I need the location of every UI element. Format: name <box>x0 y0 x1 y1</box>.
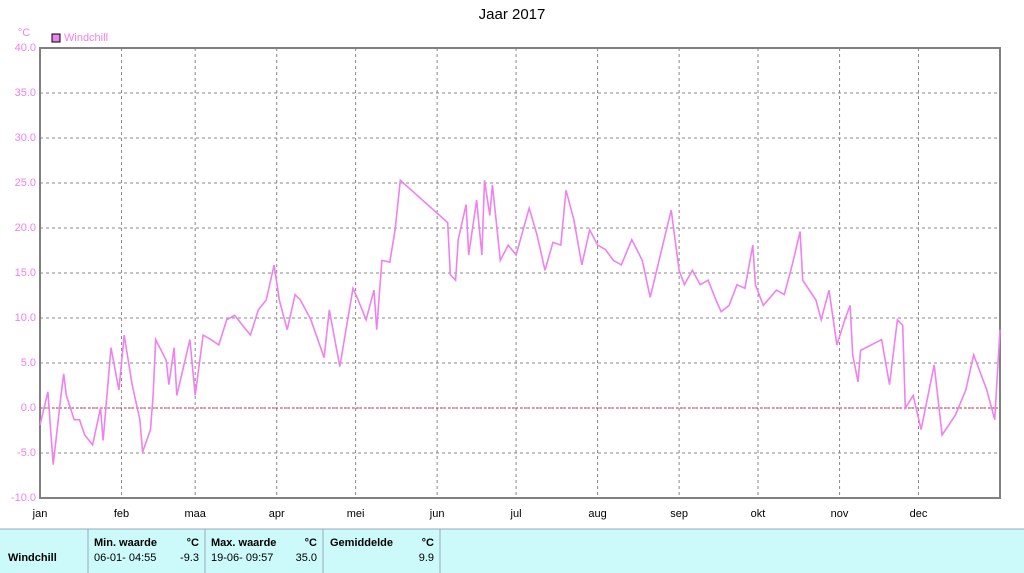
data-line <box>39 178 1001 465</box>
x-tick-label: jun <box>429 508 445 520</box>
y-tick-label: 35.0 <box>15 87 36 99</box>
table-cell: 9.9 <box>419 552 434 564</box>
y-tick-label: 0.0 <box>21 402 36 414</box>
y-tick-label: 5.0 <box>21 357 36 369</box>
y-tick-label: -10.0 <box>11 492 36 504</box>
x-tick-label: apr <box>269 508 285 520</box>
legend-swatch <box>51 33 61 43</box>
x-tick-label: nov <box>831 508 849 520</box>
table-header: Gemiddelde <box>330 537 393 549</box>
x-tick-label: sep <box>670 508 688 520</box>
stats-table <box>0 529 1024 573</box>
x-tick-label: dec <box>910 508 928 520</box>
x-tick-label: jul <box>510 508 522 520</box>
x-tick-label: feb <box>114 508 129 520</box>
x-tick-label: jan <box>32 508 48 520</box>
x-tick-label: maa <box>184 508 206 520</box>
x-tick-label: aug <box>588 508 606 520</box>
table-cell: 19-06- 09:57 <box>211 552 273 564</box>
y-tick-label: 20.0 <box>15 222 36 234</box>
table-cell: -9.3 <box>180 552 199 564</box>
y-tick-label: 30.0 <box>15 132 36 144</box>
table-cell: 06-01- 04:55 <box>94 552 156 564</box>
table-header: °C <box>422 537 434 549</box>
legend-label: Windchill <box>64 32 108 44</box>
row-label: Windchill <box>8 552 57 564</box>
y-tick-label: 25.0 <box>15 177 36 189</box>
table-cell: 35.0 <box>296 552 317 564</box>
y-tick-label: 15.0 <box>15 267 36 279</box>
y-unit: °C <box>18 27 30 39</box>
y-tick-label: 10.0 <box>15 312 36 324</box>
table-header: Min. waarde <box>94 537 157 549</box>
table-header: °C <box>187 537 199 549</box>
y-tick-label: -5.0 <box>17 447 36 459</box>
table-header: °C <box>305 537 317 549</box>
x-tick-label: mei <box>347 508 365 520</box>
y-tick-label: 40.0 <box>15 42 36 54</box>
chart-title: Jaar 2017 <box>479 6 546 23</box>
x-tick-label: okt <box>751 508 766 520</box>
table-header: Max. waarde <box>211 537 276 549</box>
plot-frame <box>39 47 1001 499</box>
